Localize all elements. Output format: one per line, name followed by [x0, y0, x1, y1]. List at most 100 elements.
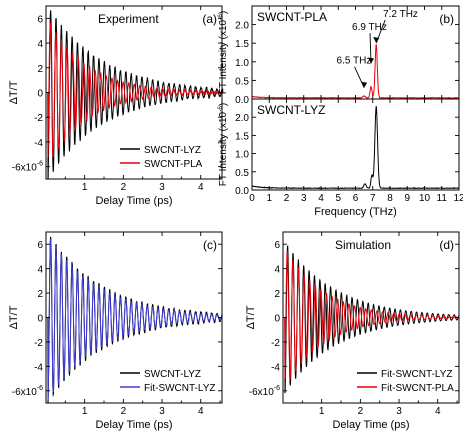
panel-b-top-ytick-label-1: 0.5 [235, 76, 249, 87]
panel-d-ytick-label-6: 6 [274, 240, 280, 251]
panel-b-bottom-ylabel: FT Intensity (x10-6) [217, 103, 229, 186]
panel-a-legend-label-1: SWCNT-PLA [144, 159, 203, 170]
panel-b-top-annotation-arrowhead-1 [368, 57, 375, 64]
panel-a-ytick-label-0: -6x10-6 [12, 161, 43, 174]
panel-b-top-series-0-line [252, 44, 459, 99]
panel-b-top-annotation-0: 7.2 THz [383, 9, 418, 20]
panel-c-legend-label-0: SWCNT-LYZ [144, 369, 201, 380]
panel-c-xtick-label-3: 4 [198, 406, 204, 417]
panel-c-ytick-label-3: 0 [37, 314, 43, 325]
panel-c-ytick-label-5: 4 [37, 265, 43, 276]
panel-b-top-annotation-arrowhead-0 [373, 37, 380, 44]
panel-b-bottom-xlabel: Frequency (THz) [314, 206, 397, 218]
panel-b-bottom-xtick-label-0: 0 [249, 193, 255, 204]
panel-a-legend-label-0: SWCNT-LYZ [144, 145, 201, 156]
panel-c-xlabel: Delay Time (ps) [95, 419, 172, 431]
panel-d-panel-label: (d) [439, 238, 454, 252]
panel-b-bottom-series-0-line [252, 106, 459, 190]
panel-b-top-ylabel-close: ) [218, 11, 229, 14]
panel-b-bottom-xtick-label-11: 11 [437, 193, 448, 204]
panel-b-top-annotation-2: 6.5 THz [337, 56, 372, 67]
panel-c-ytick-label-exp: -6 [37, 385, 43, 392]
panel-c-ytick-label-1: -4 [34, 362, 43, 373]
panel-d-ytick-label-0: -6x10-6 [249, 385, 280, 398]
panel-a-ylabel: ΔT/T [8, 80, 20, 104]
panel-a-xtick-label-2: 3 [159, 182, 165, 193]
panel-d-series-1-line [283, 250, 459, 380]
panel-a-series-1-line [46, 22, 222, 158]
panel-c-ytick-label-base: -6x10 [12, 387, 37, 398]
panel-a-xlabel: Delay Time (ps) [95, 195, 172, 207]
panel-d-ytick-label-3: 0 [274, 314, 280, 325]
panel-d-ytick-label-2: -2 [271, 338, 280, 349]
panel-c-panel-label: (c) [203, 238, 217, 252]
panel-d-xtick-label-3: 4 [435, 406, 441, 417]
panel-c-ytick-label-6: 6 [37, 240, 43, 251]
panel-d-legend-label-1: Fit-SWCNT-PLA [381, 383, 454, 394]
panel-d-ytick-label-4: 2 [274, 289, 280, 300]
panel-b-bottom-xtick-label-1: 1 [266, 193, 272, 204]
panel-d-series-0-line [283, 244, 459, 394]
panel-c-ytick-label-4: 2 [37, 289, 43, 300]
panel-b-bottom-ytick-label-2: 1.0 [235, 150, 249, 161]
panel-c-ytick-label-2: -2 [34, 338, 43, 349]
panel-a-ytick-label-6: 6 [37, 14, 43, 25]
panel-b-top-ylabel-base: FT Intensity (x10 [218, 19, 229, 94]
panel-c-xtick-label-1: 2 [121, 406, 127, 417]
panel-b-top-ylabel-exp: -6 [217, 14, 224, 20]
panel-d-ytick-label-exp: -6 [274, 385, 280, 392]
panel-b-bottom-ylabel-base: FT Intensity (x10 [218, 111, 229, 186]
panel-b-bottom-xtick-label-3: 3 [301, 193, 307, 204]
panel-a-series-0-line [46, 10, 222, 179]
panel-c-ylabel: ΔT/T [8, 305, 20, 329]
panel-d-ytick-label-1: -4 [271, 362, 280, 373]
panel-a-ytick-label-base: -6x10 [12, 163, 37, 174]
panel-b-bottom-xtick-label-8: 8 [387, 193, 393, 204]
panel-d-xtick-label-2: 3 [396, 406, 402, 417]
panel-a-ytick-label-4: 2 [37, 64, 43, 75]
panel-d-xtick-label-1: 2 [358, 406, 364, 417]
panel-a-ytick-label-1: -4 [34, 138, 43, 149]
panel-b-top-annotation-arrowhead-2 [361, 81, 368, 88]
panel-b-top-annotation-1: 6.9 THz [352, 22, 387, 33]
panel-b-bottom-xtick-label-5: 5 [335, 193, 341, 204]
panel-b-bottom-xtick-label-10: 10 [419, 193, 431, 204]
panel-b-bottom-xtick-label-9: 9 [404, 193, 410, 204]
panel-a-xtick-label-1: 2 [121, 182, 127, 193]
panel-a-panel-label: (a) [202, 12, 217, 26]
panel-d-title: Simulation [335, 238, 391, 252]
panel-d-ytick-label-5: 4 [274, 265, 280, 276]
panel-c-xtick-label-0: 1 [82, 406, 88, 417]
panel-b-top-ylabel: FT Intensity (x10-6) [217, 11, 229, 94]
panel-a-title: Experiment [98, 12, 159, 26]
panel-b-bottom-ytick-label-4: 2.0 [235, 113, 249, 124]
panel-d-ylabel: ΔT/T [245, 305, 257, 329]
panel-a-ytick-label-2: -2 [34, 113, 43, 124]
panel-b-bottom-xtick-label-2: 2 [284, 193, 290, 204]
panel-b-bottom-ytick-label-1: 0.5 [235, 168, 249, 179]
panel-a-xtick-label-0: 1 [82, 182, 88, 193]
panel-d-legend-label-0: Fit-SWCNT-LYZ [381, 369, 452, 380]
panel-d-xlabel: Delay Time (ps) [332, 419, 409, 431]
panel-b-top-ytick-label-2: 1.0 [235, 58, 249, 69]
panel-b-bottom-xtick-label-12: 12 [453, 193, 463, 204]
panel-b-top-ytick-label-3: 1.5 [235, 39, 249, 50]
panel-c-xtick-label-2: 3 [159, 406, 165, 417]
panel-b-bottom-ytick-label-3: 1.5 [235, 131, 249, 142]
panel-b-bottom-xtick-label-7: 7 [370, 193, 376, 204]
panel-d-ytick-label-base: -6x10 [249, 387, 274, 398]
panel-a-ytick-label-5: 4 [37, 39, 43, 50]
panel-b-bottom-xtick-label-6: 6 [353, 193, 359, 204]
panel-c-series-1-line [46, 238, 222, 401]
panel-b-bottom-ylabel-exp: -6 [217, 106, 224, 112]
panel-b-bottom-title: SWCNT-LYZ [257, 103, 325, 117]
panel-a-xtick-label-3: 4 [198, 182, 204, 193]
panel-b-top-ytick-label-0: 0.0 [235, 95, 249, 106]
panel-b-bottom-ytick-label-0: 0.0 [235, 186, 249, 197]
panel-c-legend-label-1: Fit-SWCNT-LYZ [144, 383, 215, 394]
panel-b-bottom-ylabel-close: ) [218, 103, 229, 106]
panel-b-top-panel-label: (b) [439, 12, 454, 26]
panel-b-top-title: SWCNT-PLA [257, 10, 327, 24]
panel-a-ytick-label-3: 0 [37, 89, 43, 100]
